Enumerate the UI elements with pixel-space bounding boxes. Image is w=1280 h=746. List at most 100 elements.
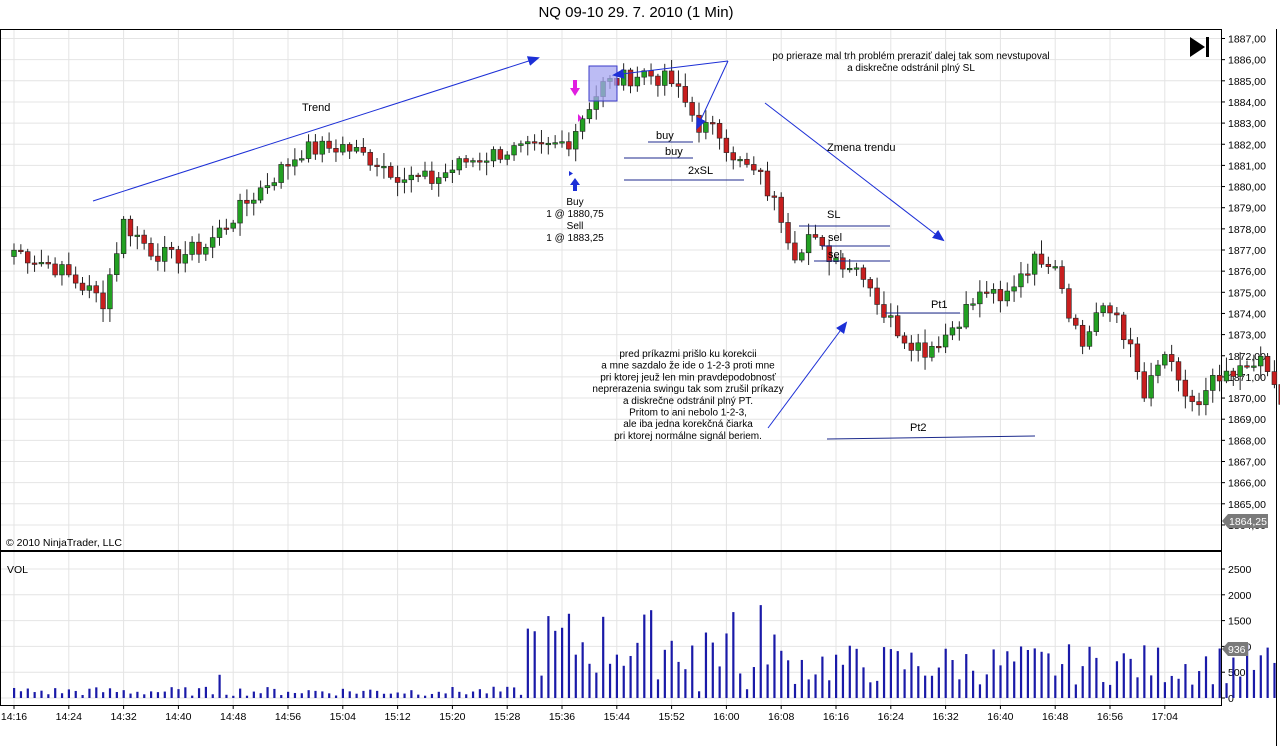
volume-bar — [396, 692, 399, 698]
order-sell-label: Sell — [567, 221, 584, 232]
volume-bar — [608, 663, 612, 698]
price-tick-label: 1868,00 — [1228, 435, 1266, 447]
candle-body — [559, 141, 565, 144]
time-tick-label: 16:32 — [932, 711, 958, 723]
candle-body — [1066, 288, 1072, 319]
volume-bar — [1047, 653, 1050, 698]
candle-body — [942, 334, 949, 348]
candle-body — [1216, 375, 1223, 382]
volume-bar — [732, 612, 735, 698]
candle-body — [326, 140, 332, 149]
level-buy1-label: buy — [656, 130, 674, 142]
candle-body — [1162, 354, 1168, 366]
price-tick-label: 1874,00 — [1228, 308, 1266, 320]
volume-bar — [47, 694, 50, 698]
volume-bar — [88, 688, 91, 698]
candle-body — [990, 289, 997, 294]
candle-body — [785, 222, 791, 244]
candle-body — [141, 234, 147, 244]
volume-bar — [1109, 684, 1112, 698]
candle-body — [388, 166, 394, 178]
volume-bar — [876, 680, 879, 698]
volume-bar — [13, 687, 16, 698]
price-tick-label: 1883,00 — [1228, 118, 1266, 130]
volume-bar — [841, 664, 845, 698]
candle-body — [723, 137, 730, 153]
last-volume-badge: 936 — [1222, 642, 1248, 656]
candle-body — [1244, 365, 1250, 368]
time-tick-label: 16:40 — [987, 711, 1013, 723]
volume-bar — [643, 614, 646, 698]
time-tick-label: 14:16 — [1, 711, 27, 723]
volume-bar — [1266, 647, 1269, 698]
candle-body — [38, 262, 45, 265]
volume-bar — [622, 665, 625, 698]
level-pt1-label: Pt1 — [931, 299, 948, 311]
candle-body — [1189, 395, 1195, 402]
volume-bar — [1061, 664, 1064, 698]
candle-body — [970, 303, 976, 306]
volume-bar — [828, 680, 831, 698]
volume-bar — [999, 665, 1002, 698]
candle-body — [518, 143, 524, 146]
candle-body — [833, 257, 839, 262]
time-tick-label: 14:32 — [110, 711, 136, 723]
volume-bar — [40, 690, 43, 698]
candle-body — [668, 70, 675, 85]
price-axis: 1887,00 1886,00 1885,00 1884,00 1883,00 1882,… — [1221, 34, 1266, 532]
volume-bar — [143, 694, 146, 698]
price-tick-label: 1885,00 — [1228, 76, 1266, 88]
volume-bar — [115, 692, 118, 698]
volume-tick-label: 0 — [1228, 693, 1234, 705]
candle-body — [483, 160, 490, 163]
volume-bar — [239, 688, 242, 698]
volume-bar — [1218, 648, 1221, 698]
volume-bar — [1067, 644, 1071, 698]
price-tick-label: 1873,00 — [1228, 330, 1266, 342]
volume-bar — [1170, 675, 1173, 698]
candle-body — [1093, 312, 1100, 332]
price-tick-label: 1872,00 — [1228, 351, 1266, 363]
candle-body — [237, 199, 243, 224]
volume-bar — [718, 666, 721, 698]
candle-body — [127, 218, 134, 237]
time-tick-label: 14:24 — [56, 711, 82, 723]
correction-note-line: a diskrečne odstránil plný PT. — [623, 396, 753, 407]
volume-bar — [848, 645, 851, 698]
candle-body — [1004, 290, 1010, 302]
volume-bar — [424, 695, 427, 698]
volume-bar — [1129, 658, 1132, 698]
volume-bar — [924, 675, 927, 698]
buy-order-marker — [569, 171, 580, 191]
candle-body — [24, 251, 31, 264]
volume-bar — [615, 654, 618, 698]
candle-body — [264, 185, 271, 189]
volume-bar — [225, 694, 228, 698]
candle-body — [374, 164, 380, 167]
volume-bar — [1081, 666, 1084, 698]
volume-bar — [807, 679, 810, 698]
candle-body — [504, 154, 510, 160]
volume-bar — [992, 649, 995, 698]
volume-bar — [978, 684, 982, 698]
copyright-text: © 2010 NinjaTrader, LLC — [6, 537, 122, 549]
volume-bar — [1013, 661, 1016, 698]
candle-body — [648, 70, 654, 77]
candle-body — [1114, 312, 1120, 316]
volume-tick-label: 2000 — [1228, 590, 1252, 602]
volume-bar — [60, 693, 64, 698]
candle-body — [319, 140, 325, 155]
volume-bar — [376, 690, 379, 698]
trend-label: Trend — [302, 102, 330, 114]
skip-to-end-icon[interactable] — [1190, 37, 1209, 57]
time-tick-label: 15:44 — [604, 711, 630, 723]
volume-bar — [136, 691, 139, 698]
candle-body — [1175, 361, 1182, 381]
volume-bar — [540, 675, 543, 698]
candle-body — [511, 145, 517, 156]
candle-body — [805, 234, 812, 254]
candle-body — [1086, 331, 1093, 347]
volume-bar — [170, 687, 173, 698]
volume-bar — [745, 689, 749, 698]
candle-body — [401, 179, 408, 183]
